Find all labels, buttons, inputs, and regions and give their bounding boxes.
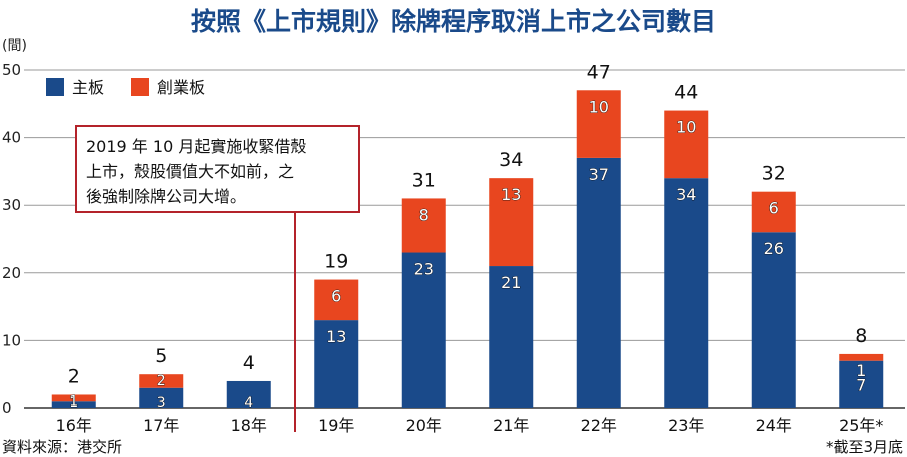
x-tick-label: 18年	[231, 416, 267, 435]
bar-total-label: 47	[587, 61, 611, 83]
bar-main-board	[401, 252, 446, 408]
bar-main-value-label: 37	[589, 165, 609, 184]
x-tick-label: 20年	[406, 416, 442, 435]
bar-gem	[664, 110, 709, 179]
y-tick-label: 0	[2, 399, 12, 417]
x-tick-label: 25年*	[839, 416, 883, 435]
bar-main-board	[839, 360, 884, 408]
bar-total-label: 34	[499, 149, 523, 171]
annotation-text-line: 上市，殼股價值大不如前，之	[86, 162, 294, 181]
bar-total-label: 5	[155, 345, 167, 367]
bar-main-value-label: 34	[676, 185, 696, 204]
bar-gem	[51, 394, 96, 402]
bar-main-value-label: 4	[244, 395, 253, 411]
y-tick-label: 40	[2, 129, 21, 147]
y-tick-label: 20	[2, 264, 21, 282]
bar-total-label: 2	[68, 365, 80, 387]
x-tick-label: 16年	[56, 416, 92, 435]
y-tick-label: 10	[2, 331, 21, 349]
bar-total-label: 4	[243, 352, 255, 374]
bar-gem-value-label: 6	[331, 287, 341, 306]
bar-total-label: 32	[762, 163, 786, 185]
bar-gem-value-label: 1	[856, 361, 866, 380]
bar-main-value-label: 7	[856, 375, 866, 394]
legend-label-main-board: 主板	[72, 78, 104, 97]
bar-total-label: 44	[674, 82, 698, 104]
bar-gem-value-label: 6	[769, 199, 779, 218]
bar-main-board	[489, 266, 534, 408]
bar-gem-value-label: 10	[676, 118, 696, 137]
bar-gem	[576, 90, 621, 158]
bar-main-board	[751, 232, 796, 408]
bar-main-board	[226, 380, 271, 408]
x-tick-label: 17年	[143, 416, 179, 435]
bar-main-value-label: 26	[764, 239, 784, 258]
bar-gem	[401, 198, 446, 253]
bar-gem-value-label: 13	[501, 185, 521, 204]
source-note: 資料來源：港交所	[2, 438, 122, 456]
y-tick-label: 30	[2, 196, 21, 214]
x-tick-label: 23年	[668, 416, 704, 435]
bar-main-board	[576, 157, 621, 408]
bar-gem	[314, 279, 359, 321]
footnote: *截至3月底	[826, 438, 903, 456]
annotation-box	[75, 125, 360, 213]
y-tick-label: 50	[2, 61, 21, 79]
bar-total-label: 19	[324, 251, 348, 273]
legend-swatch-main-board	[46, 78, 64, 96]
x-tick-label: 24年	[756, 416, 792, 435]
bar-gem	[751, 191, 796, 233]
bar-main-board	[314, 320, 359, 408]
bar-total-label: 8	[855, 325, 867, 347]
annotation-text-line: 2019 年 10 月起實施收緊借殼	[86, 137, 306, 156]
annotation-text-line: 後強制除牌公司大增。	[86, 187, 246, 206]
bar-main-board	[664, 178, 709, 408]
x-tick-label: 21年	[493, 416, 529, 435]
bar-gem-value-label: 1	[69, 393, 78, 409]
bar-total-label: 31	[412, 169, 436, 191]
bar-main-value-label: 13	[326, 327, 346, 346]
bar-main-value-label: 3	[157, 395, 166, 411]
bar-main-value-label: 1	[69, 395, 78, 411]
bar-gem	[489, 178, 534, 267]
bar-gem-value-label: 10	[589, 97, 609, 116]
x-tick-label: 22年	[581, 416, 617, 435]
bar-gem	[839, 353, 884, 361]
bar-gem-value-label: 8	[419, 205, 429, 224]
bar-main-value-label: 21	[501, 273, 521, 292]
bar-gem	[139, 374, 184, 388]
y-unit-label: (間)	[2, 38, 27, 54]
bar-gem-value-label: 2	[157, 373, 166, 389]
bar-main-board	[139, 387, 184, 408]
chart-title: 按照《上市規則》除牌程序取消上市之公司數目	[190, 7, 716, 36]
x-tick-label: 19年	[318, 416, 354, 435]
legend-label-gem: 創業板	[157, 78, 205, 97]
bar-main-board	[51, 401, 96, 408]
bar-main-value-label: 23	[414, 260, 434, 279]
legend-swatch-gem	[131, 78, 149, 96]
